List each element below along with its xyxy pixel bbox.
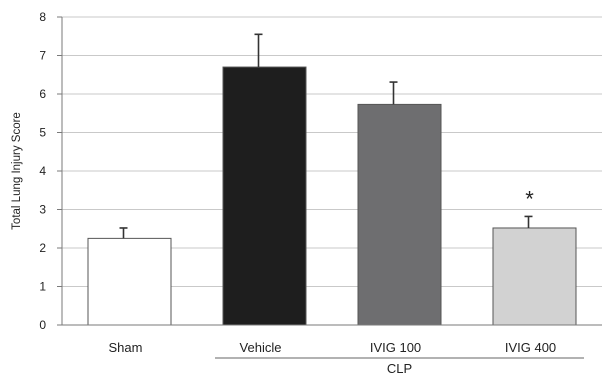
bar-vehicle bbox=[222, 66, 307, 326]
group-label: CLP bbox=[387, 361, 412, 376]
bar-sham bbox=[87, 237, 172, 326]
bar-ivig-100 bbox=[357, 103, 442, 326]
y-tick-label: 8 bbox=[39, 10, 46, 24]
labels: Total Lung Injury Score 0 1 2 3 4 5 6 7 8 Sham Veh… bbox=[11, 10, 556, 376]
y-tick-label: 5 bbox=[39, 126, 46, 140]
y-tick-label: 3 bbox=[39, 203, 46, 217]
y-tick-label: 4 bbox=[39, 164, 46, 178]
axes bbox=[57, 16, 602, 359]
bar-ivig-400 bbox=[492, 227, 577, 326]
y-tick-label: 2 bbox=[39, 241, 46, 255]
y-tick-label: 0 bbox=[39, 318, 46, 332]
y-tick-label: 1 bbox=[39, 280, 46, 294]
x-category-label: IVIG 400 bbox=[505, 340, 556, 355]
x-category-label: Sham bbox=[109, 340, 143, 355]
significance-marker: * bbox=[525, 186, 534, 211]
y-tick-label: 7 bbox=[39, 49, 46, 63]
x-category-label: Vehicle bbox=[240, 340, 282, 355]
y-tick-label: 6 bbox=[39, 87, 46, 101]
error-bars bbox=[119, 33, 533, 239]
y-axis-title: Total Lung Injury Score bbox=[11, 112, 23, 230]
x-category-label: IVIG 100 bbox=[370, 340, 421, 355]
bars bbox=[87, 66, 577, 326]
